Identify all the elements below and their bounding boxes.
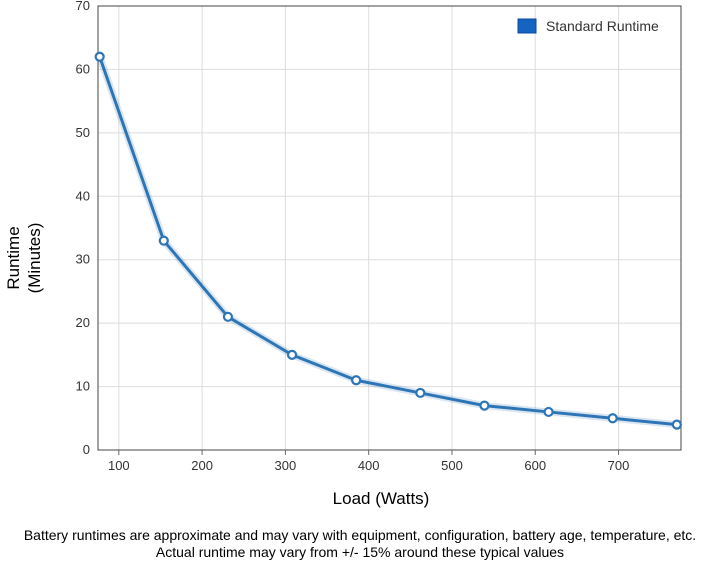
y-tick-label: 30 [76, 252, 90, 267]
data-point[interactable] [94, 51, 105, 62]
x-tick-label: 400 [358, 458, 380, 473]
footnote-line-1: Battery runtimes are approximate and may… [23, 527, 697, 543]
data-point[interactable] [607, 413, 618, 424]
legend[interactable]: Standard Runtime [517, 18, 659, 34]
y-tick-label: 70 [76, 0, 90, 13]
y-tick-label: 10 [76, 379, 90, 394]
data-point[interactable] [158, 235, 169, 246]
y-axis-title-line2: (Minutes) [25, 223, 44, 294]
x-tick-label: 600 [524, 458, 546, 473]
series-standard-runtime [94, 51, 682, 430]
x-tick-label: 700 [608, 458, 630, 473]
y-tick-label: 20 [76, 315, 90, 330]
data-point[interactable] [671, 419, 682, 430]
x-axis-title: Load (Watts) [333, 489, 430, 508]
data-point[interactable] [222, 311, 234, 322]
y-tick-label: 0 [83, 442, 90, 457]
data-point[interactable] [286, 349, 298, 360]
legend-swatch [517, 18, 537, 34]
y-axis-title-line1: Runtime [4, 226, 23, 289]
x-tick-label: 500 [441, 458, 463, 473]
x-tick-label: 100 [108, 458, 130, 473]
y-axis-ticks: 0 10 20 30 40 50 60 70 [76, 0, 90, 457]
x-tick-label: 300 [275, 458, 297, 473]
series-line-glow [96, 55, 678, 429]
data-point[interactable] [543, 406, 554, 418]
plot-area-border [97, 5, 682, 451]
data-point[interactable] [479, 400, 490, 411]
legend-label: Standard Runtime [546, 18, 659, 34]
x-axis-ticks: 100 200 300 400 500 600 700 [108, 450, 629, 473]
x-tick-label: 200 [191, 458, 213, 473]
runtime-chart: 0 10 20 30 40 50 60 70 100 200 300 400 500 600 700 St… [4, 0, 682, 508]
data-point[interactable] [351, 375, 362, 386]
y-tick-label: 50 [76, 125, 90, 140]
y-tick-label: 60 [76, 61, 90, 76]
footnote-line-2: Actual runtime may vary from +/- 15% aro… [155, 544, 565, 560]
grid-lines [98, 6, 681, 450]
y-tick-label: 40 [76, 188, 90, 203]
data-point[interactable] [415, 387, 426, 399]
series-line [98, 56, 677, 427]
